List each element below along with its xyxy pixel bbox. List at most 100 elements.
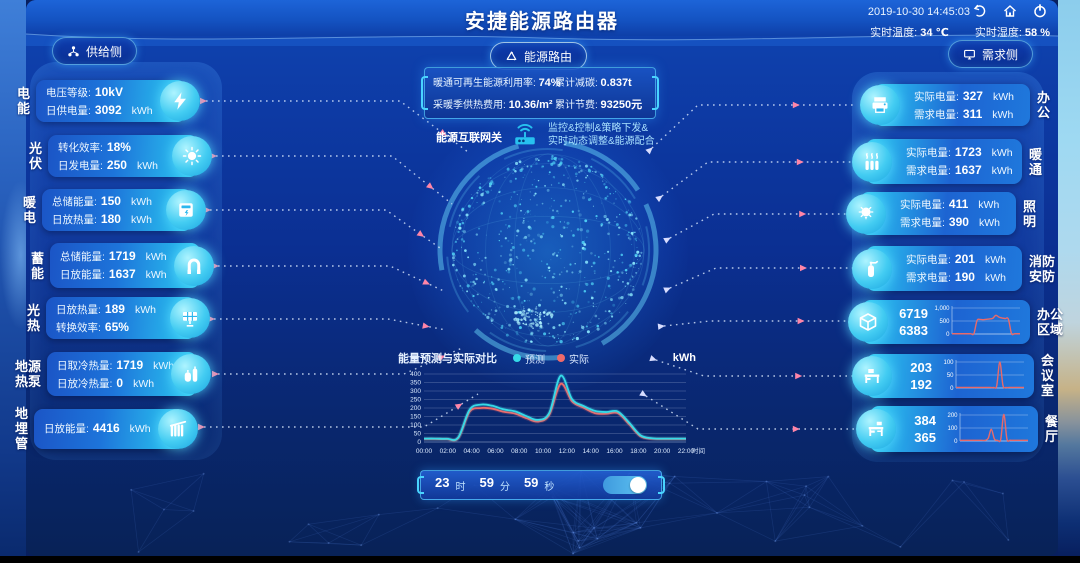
svg-text:22:00: 22:00 xyxy=(678,448,695,455)
card-label: 会议室 xyxy=(1040,353,1054,398)
minute-field[interactable]: 59 xyxy=(479,474,494,490)
legend-actual[interactable]: 实际 xyxy=(557,351,589,366)
pipe-icon xyxy=(174,245,214,286)
demand-card-office-area[interactable]: 6719 6383 0 500 1,000 办公区域 xyxy=(848,300,1064,344)
hour-unit: 时 xyxy=(455,481,466,493)
background-photo-left xyxy=(0,0,26,556)
svg-text:18:00: 18:00 xyxy=(630,448,647,455)
card-label: 办公 xyxy=(1036,90,1050,120)
recycle-icon xyxy=(505,50,518,63)
power-icon xyxy=(1032,3,1048,24)
supply-card-ground-source[interactable]: 地源热泵 日取冷热量: 1719 kWh 日放冷热量: 0 kWh xyxy=(14,352,211,396)
gateway-label: 能源互联网关 xyxy=(436,132,502,144)
supply-card-electric[interactable]: 电能 电压等级: 10kV 日供电量: 3092 kWh xyxy=(16,80,200,122)
humidity-readout: 实时湿度: 58 % xyxy=(974,27,1050,39)
card-label: 地埋管 xyxy=(14,406,28,451)
demand-value: 6383 xyxy=(899,323,928,338)
undo-button[interactable] xyxy=(970,3,990,23)
carbon-reduction: 累计减碳: 0.837t xyxy=(554,77,632,89)
svg-text:0: 0 xyxy=(954,439,958,445)
card-label: 光伏 xyxy=(28,141,42,171)
svg-text:200: 200 xyxy=(947,413,958,419)
actual-value: 6719 xyxy=(899,306,928,321)
supply-card-buried-pipe[interactable]: 地埋管 日放能量: 4416 kWh xyxy=(14,406,198,451)
svg-text:0: 0 xyxy=(946,332,950,338)
svg-text:06:00: 06:00 xyxy=(487,448,504,455)
svg-text:时间: 时间 xyxy=(692,446,705,455)
second-field[interactable]: 59 xyxy=(523,474,539,490)
svg-text:0: 0 xyxy=(417,439,421,446)
demand-card-meeting-room[interactable]: 203 192 0 50 100 会议室 xyxy=(852,353,1055,398)
page-title: 安捷能源路由器 xyxy=(465,11,619,33)
svg-text:150: 150 xyxy=(410,414,421,421)
gateway-row: 能源互联网关 监控&控制&策略下发& 实时动态调整&能源配合 xyxy=(436,122,655,153)
printer-icon xyxy=(860,85,900,125)
svg-text:300: 300 xyxy=(410,388,421,395)
card-label: 地源热泵 xyxy=(14,359,41,389)
actual-value: 384 xyxy=(914,413,936,428)
lightning-icon xyxy=(160,81,200,121)
supply-card-heat-electric[interactable]: 暖电 总储能量: 150 kWh 日放热量: 180 kWh xyxy=(22,189,206,231)
svg-text:50: 50 xyxy=(947,373,954,379)
svg-text:250: 250 xyxy=(410,397,421,404)
svg-text:500: 500 xyxy=(939,319,950,325)
hour-field[interactable]: 23 xyxy=(435,474,450,490)
actual-dot xyxy=(557,354,565,362)
demand-card-fire-security[interactable]: 实际电量: 201 kWh 需求电量: 190 kWh 消防安防 xyxy=(852,246,1056,291)
summary-box: 暖通可再生能源利用率: 74% 累计减碳: 0.837t 采暖季供热费用: 10… xyxy=(421,67,659,119)
svg-text:16:00: 16:00 xyxy=(606,448,623,455)
chart-unit: kWh xyxy=(672,352,696,364)
monitor-icon xyxy=(963,48,976,61)
meter-icon xyxy=(166,190,206,230)
svg-text:20:00: 20:00 xyxy=(654,448,671,455)
cube-icon xyxy=(848,302,888,342)
supply-card-solar-thermal[interactable]: 光热 日放热量: 189 kWh 转换效率: 65% xyxy=(26,297,210,339)
demand-card-lighting[interactable]: 实际电量: 411 kWh 需求电量: 390 kWh 照明 xyxy=(846,192,1037,235)
temperature-readout: 实时温度: 34 ℃ xyxy=(870,27,949,39)
energy-router-button[interactable]: 能源路由 xyxy=(490,42,588,70)
svg-text:100: 100 xyxy=(410,422,421,429)
solar-panel-icon xyxy=(170,298,210,338)
second-unit: 秒 xyxy=(544,481,555,493)
meeting-room-mini-chart: 0 50 100 xyxy=(943,359,1024,392)
datetime: 2019-10-30 14:45:03 xyxy=(867,6,970,18)
svg-text:350: 350 xyxy=(410,380,421,387)
time-toggle[interactable] xyxy=(603,476,647,494)
radiator-icon xyxy=(158,408,198,449)
undo-icon xyxy=(972,3,988,24)
heating-icon xyxy=(852,141,892,182)
chart-title: 能量预测与实际对比 xyxy=(398,353,497,365)
svg-text:400: 400 xyxy=(410,371,421,378)
office-area-mini-chart: 0 500 1,000 xyxy=(934,306,1020,338)
sun-icon xyxy=(172,136,212,176)
demand-side-button[interactable]: 需求侧 xyxy=(948,40,1034,68)
energy-forecast-chart: 能量预测与实际对比 预测 实际 kWh 0 50 100 150 200 250 300 35… xyxy=(398,350,710,473)
svg-text:08:00: 08:00 xyxy=(511,448,528,455)
actual-value: 203 xyxy=(910,359,932,375)
svg-text:200: 200 xyxy=(410,405,421,412)
bulb-icon xyxy=(846,193,886,234)
canteen-mini-chart: 0 100 200 xyxy=(947,413,1028,445)
toggle-knob xyxy=(630,477,646,493)
card-label: 电能 xyxy=(16,86,30,116)
supply-card-storage[interactable]: 蓄能 总储能量: 1719 kWh 日放能量: 1637 kWh xyxy=(30,243,214,288)
minute-unit: 分 xyxy=(499,481,510,493)
heating-cost: 采暖季供热费用: 10.36/m² xyxy=(433,99,553,111)
gateway-description: 监控&控制&策略下发& 实时动态调整&能源配合 xyxy=(548,123,655,147)
svg-text:12:00: 12:00 xyxy=(559,448,576,455)
svg-text:1,000: 1,000 xyxy=(934,306,950,312)
card-label: 暖电 xyxy=(22,195,36,225)
supply-side-button[interactable]: 供给侧 xyxy=(52,37,138,65)
supply-card-pv[interactable]: 光伏 转化效率: 18% 日发电量: 250 kWh xyxy=(28,135,212,177)
demand-card-hvac[interactable]: 实际电量: 1723 kWh 需求电量: 1637 kWh 暖通 xyxy=(852,139,1043,184)
svg-text:50: 50 xyxy=(414,431,422,438)
power-button[interactable] xyxy=(1030,3,1050,23)
svg-text:14:00: 14:00 xyxy=(583,448,600,455)
demand-card-canteen[interactable]: 384 365 0 100 200 餐厅 xyxy=(856,406,1059,452)
home-button[interactable] xyxy=(1000,3,1020,23)
demand-card-office[interactable]: 实际电量: 327 kWh 需求电量: 311 kWh 办公 xyxy=(860,84,1051,126)
legend-forecast[interactable]: 预测 xyxy=(513,351,545,366)
svg-text:100: 100 xyxy=(947,426,958,432)
